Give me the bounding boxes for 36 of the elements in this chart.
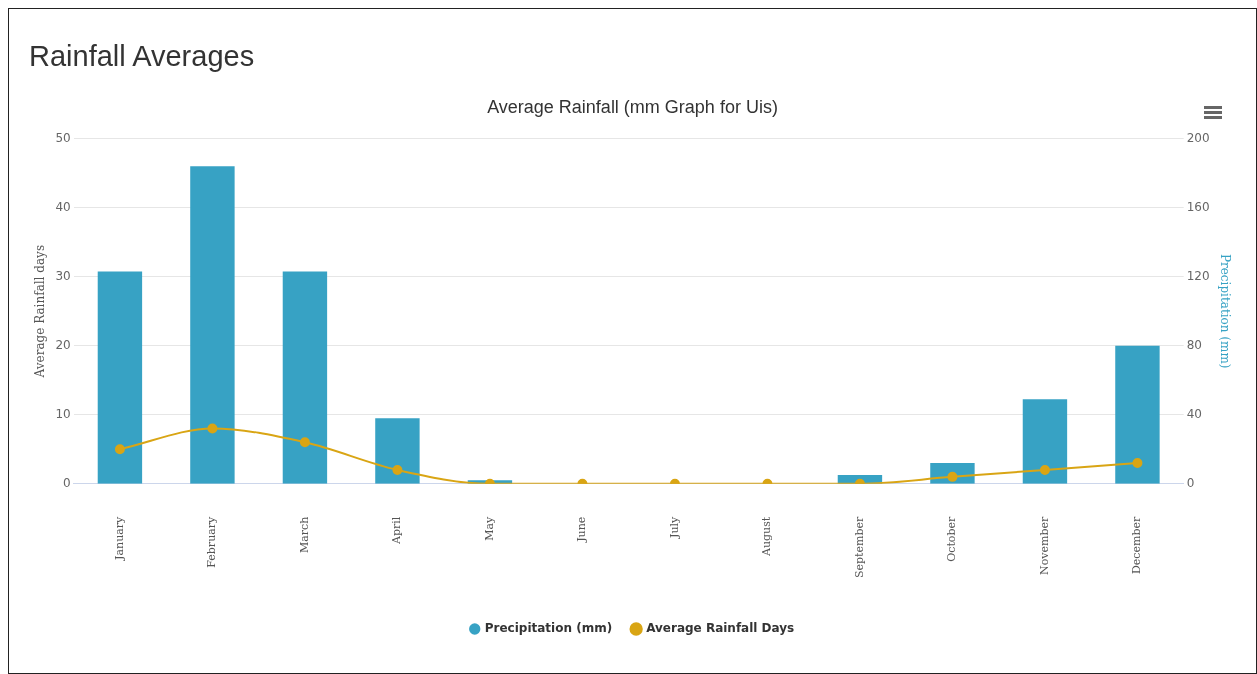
x-tick-label: May xyxy=(482,515,496,541)
bar xyxy=(97,271,143,484)
y-tick-label: 30 xyxy=(55,268,71,283)
x-tick-label: July xyxy=(667,515,681,539)
y-tick-label: 20 xyxy=(55,337,71,352)
y2-tick-label: 160 xyxy=(1186,199,1210,214)
y-tick-label: 0 xyxy=(63,475,71,490)
x-tick-label: January xyxy=(112,515,126,561)
legend-label: Average Rainfall Days xyxy=(646,621,795,636)
x-tick-label: February xyxy=(205,515,219,568)
y-tick-label: 50 xyxy=(55,130,71,145)
x-tick-label: June xyxy=(575,516,589,543)
y2-tick-label: 40 xyxy=(1186,406,1202,421)
x-tick-label: September xyxy=(852,516,866,579)
y2-tick-label: 120 xyxy=(1186,268,1210,283)
x-tick-label: March xyxy=(297,516,311,554)
bar xyxy=(1115,345,1160,484)
x-tick-label: November xyxy=(1037,516,1051,575)
bar xyxy=(1022,399,1068,484)
x-tick-label: April xyxy=(390,516,404,546)
y2-tick-label: 200 xyxy=(1186,130,1210,145)
y-axis-title: Average Rainfall days xyxy=(33,244,48,379)
chart-title: Rainfall Averages xyxy=(29,40,255,73)
bar xyxy=(375,418,420,484)
x-tick-label: December xyxy=(1130,516,1144,574)
y-tick-label: 40 xyxy=(55,199,71,214)
x-tick-label: October xyxy=(945,516,959,562)
bar xyxy=(282,271,328,484)
chart-subtitle: Average Rainfall (mm Graph for Uis) xyxy=(487,96,778,117)
x-tick-label: August xyxy=(760,516,774,557)
bar xyxy=(190,166,235,484)
legend-label: Precipitation (mm) xyxy=(484,621,613,636)
y2-tick-label: 80 xyxy=(1186,337,1202,352)
y2-tick-label: 0 xyxy=(1186,475,1195,490)
y2-axis-title: Precipitation (mm) xyxy=(1217,253,1232,369)
y-tick-label: 10 xyxy=(55,406,71,421)
